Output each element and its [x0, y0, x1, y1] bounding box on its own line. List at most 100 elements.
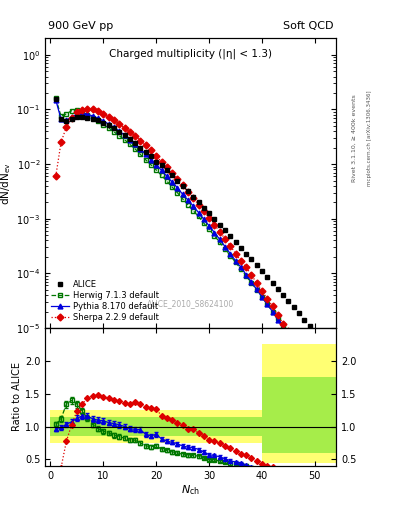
ALICE [275, 286, 280, 292]
Herwig 7.1.3 default [265, 302, 270, 308]
Sherpa 2.2.9 default [222, 236, 227, 242]
ALICE [64, 118, 69, 124]
Pythia 8.170 default [59, 116, 63, 122]
Herwig 7.1.3 default [80, 109, 84, 115]
Sherpa 2.2.9 default [106, 114, 111, 120]
ALICE [90, 116, 95, 122]
Herwig 7.1.3 default [133, 146, 138, 152]
ALICE [185, 188, 190, 194]
Pythia 8.170 default [275, 317, 280, 323]
Herwig 7.1.3 default [239, 266, 243, 272]
Herwig 7.1.3 default [154, 167, 159, 173]
Herwig 7.1.3 default [207, 226, 211, 232]
Pythia 8.170 default [291, 339, 296, 346]
Herwig 7.1.3 default [143, 157, 148, 163]
Line: ALICE: ALICE [53, 97, 317, 334]
Text: mcplots.cern.ch [arXiv:1306.3436]: mcplots.cern.ch [arXiv:1306.3436] [367, 91, 373, 186]
Pythia 8.170 default [159, 167, 164, 174]
Herwig 7.1.3 default [127, 141, 132, 147]
ALICE [143, 148, 148, 155]
Sherpa 2.2.9 default [69, 115, 74, 121]
ALICE [154, 159, 159, 165]
Pythia 8.170 default [127, 137, 132, 143]
Herwig 7.1.3 default [275, 315, 280, 322]
ALICE [59, 116, 63, 122]
Sherpa 2.2.9 default [302, 353, 307, 359]
Herwig 7.1.3 default [75, 107, 79, 113]
Sherpa 2.2.9 default [170, 170, 174, 176]
ALICE [233, 239, 238, 245]
Sherpa 2.2.9 default [53, 173, 58, 179]
Sherpa 2.2.9 default [85, 106, 90, 112]
Pythia 8.170 default [217, 236, 222, 242]
Sherpa 2.2.9 default [297, 345, 301, 351]
Herwig 7.1.3 default [291, 338, 296, 344]
Herwig 7.1.3 default [85, 112, 90, 118]
Pythia 8.170 default [64, 117, 69, 123]
Herwig 7.1.3 default [286, 331, 291, 337]
Sherpa 2.2.9 default [149, 147, 153, 153]
Pythia 8.170 default [281, 325, 285, 331]
Pythia 8.170 default [90, 113, 95, 119]
Herwig 7.1.3 default [254, 287, 259, 293]
Herwig 7.1.3 default [117, 133, 121, 139]
Pythia 8.170 default [53, 97, 58, 103]
Line: Pythia 8.170 default: Pythia 8.170 default [53, 97, 317, 377]
Pythia 8.170 default [254, 286, 259, 292]
Text: Soft QCD: Soft QCD [283, 21, 333, 31]
ALICE [297, 310, 301, 316]
ALICE [112, 125, 116, 132]
Sherpa 2.2.9 default [312, 372, 317, 378]
Pythia 8.170 default [149, 157, 153, 163]
ALICE [265, 274, 270, 280]
Pythia 8.170 default [133, 141, 138, 147]
Sherpa 2.2.9 default [207, 215, 211, 221]
Pythia 8.170 default [106, 121, 111, 127]
ALICE [202, 204, 206, 210]
Sherpa 2.2.9 default [175, 176, 180, 182]
Herwig 7.1.3 default [59, 113, 63, 119]
ALICE [122, 132, 127, 138]
Pythia 8.170 default [143, 152, 148, 158]
Sherpa 2.2.9 default [117, 121, 121, 127]
Herwig 7.1.3 default [53, 95, 58, 101]
Sherpa 2.2.9 default [101, 111, 106, 117]
ALICE [249, 257, 254, 263]
ALICE [149, 153, 153, 159]
Herwig 7.1.3 default [191, 208, 196, 214]
Herwig 7.1.3 default [222, 246, 227, 252]
Pythia 8.170 default [297, 348, 301, 354]
Herwig 7.1.3 default [217, 239, 222, 245]
Sherpa 2.2.9 default [202, 208, 206, 214]
Sherpa 2.2.9 default [191, 195, 196, 201]
Pythia 8.170 default [249, 279, 254, 285]
ALICE [159, 162, 164, 168]
Pythia 8.170 default [164, 173, 169, 179]
ALICE [138, 144, 143, 151]
Sherpa 2.2.9 default [307, 362, 312, 368]
Herwig 7.1.3 default [270, 309, 275, 315]
Sherpa 2.2.9 default [185, 189, 190, 195]
Herwig 7.1.3 default [90, 115, 95, 121]
Herwig 7.1.3 default [202, 220, 206, 226]
Sherpa 2.2.9 default [291, 336, 296, 343]
Pythia 8.170 default [312, 372, 317, 378]
Herwig 7.1.3 default [185, 202, 190, 208]
ALICE [164, 167, 169, 174]
ALICE [302, 317, 307, 323]
ALICE [196, 199, 201, 205]
Sherpa 2.2.9 default [254, 280, 259, 286]
ALICE [106, 122, 111, 129]
Pythia 8.170 default [260, 294, 264, 300]
ALICE [260, 268, 264, 274]
Sherpa 2.2.9 default [217, 228, 222, 234]
Pythia 8.170 default [207, 223, 211, 229]
Herwig 7.1.3 default [96, 118, 101, 124]
Pythia 8.170 default [170, 179, 174, 185]
Herwig 7.1.3 default [106, 125, 111, 131]
Sherpa 2.2.9 default [286, 328, 291, 334]
Herwig 7.1.3 default [212, 232, 217, 239]
Herwig 7.1.3 default [297, 346, 301, 352]
X-axis label: $N_{\mathsf{ch}}$: $N_{\mathsf{ch}}$ [181, 483, 200, 497]
Pythia 8.170 default [85, 111, 90, 117]
